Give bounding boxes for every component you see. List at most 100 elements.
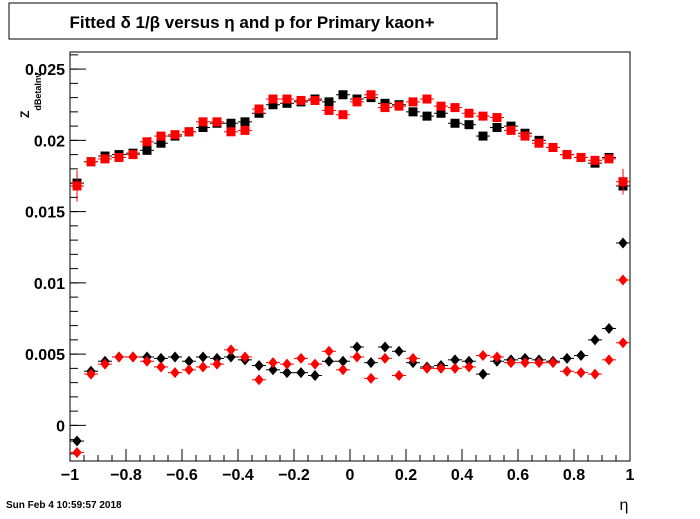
data-point: [366, 372, 376, 384]
x-tick-label: 0.8: [563, 467, 585, 484]
data-point: [450, 362, 460, 374]
y-tick-label: 0.025: [25, 62, 65, 79]
data-point: [422, 94, 432, 104]
data-point: [436, 101, 446, 111]
data-point: [72, 446, 82, 458]
data-point: [478, 131, 488, 141]
title-box: [8, 2, 498, 40]
data-point: [450, 354, 460, 366]
data-point: [86, 368, 96, 380]
y-tick-label: 0.015: [25, 205, 65, 222]
data-point: [338, 110, 348, 120]
data-point: [282, 367, 292, 379]
data-point: [212, 358, 222, 370]
data-point: [226, 127, 236, 137]
data-point: [324, 105, 334, 115]
data-point: [380, 103, 390, 113]
data-point: [534, 138, 544, 148]
data-point: [520, 131, 530, 141]
data-point: [394, 369, 404, 381]
data-point: [408, 352, 418, 364]
data-point: [184, 127, 194, 137]
data-point: [492, 113, 502, 123]
data-point: [366, 357, 376, 369]
data-point: [478, 368, 488, 380]
data-point: [408, 107, 418, 117]
data-point: [352, 341, 362, 353]
data-point: [548, 142, 558, 152]
data-point: [464, 120, 474, 130]
data-point: [394, 345, 404, 357]
axis-ticks: −1 −0.8 −0.6 −0.4 −0.2 0 0.2 0.4 0.6 0.8 1 0 0.005 0.…: [25, 54, 635, 484]
chart-title: Fitted δ 1/β versus η and p for Primary …: [69, 13, 434, 32]
data-point: [86, 157, 96, 167]
data-point: [520, 357, 530, 369]
data-point: [562, 352, 572, 364]
data-point: [492, 123, 502, 133]
data-point: [464, 108, 474, 118]
data-point: [548, 357, 558, 369]
data-point: [338, 90, 348, 100]
data-point: [170, 351, 180, 363]
data-point: [72, 435, 82, 447]
data-point: [128, 150, 138, 160]
data-point: [184, 364, 194, 376]
data-point: [394, 101, 404, 111]
data-point: [212, 352, 222, 364]
data-point: [254, 374, 264, 386]
data-point: [436, 362, 446, 374]
data-point: [492, 351, 502, 363]
data-point: [240, 351, 250, 363]
data-point: [464, 361, 474, 373]
y-tick-label: 0.01: [34, 276, 65, 293]
data-point: [156, 138, 166, 148]
data-point: [156, 131, 166, 141]
data-point: [170, 130, 180, 140]
data-point: [296, 352, 306, 364]
data-point: [114, 351, 124, 363]
data-point: [604, 154, 614, 164]
data-point: [268, 357, 278, 369]
data-point: [618, 237, 628, 249]
data-point: [310, 369, 320, 381]
data-point: [590, 155, 600, 165]
data-point: [198, 117, 208, 127]
data-point: [562, 150, 572, 160]
data-point: [226, 351, 236, 363]
x-tick-label: −1: [61, 467, 79, 484]
data-point: [226, 344, 236, 356]
data-point: [506, 357, 516, 369]
data-point: [590, 334, 600, 346]
data-point: [184, 355, 194, 367]
data-point: [618, 337, 628, 349]
data-point: [352, 97, 362, 107]
data-point: [422, 111, 432, 121]
data-point: [352, 351, 362, 363]
data-point: [170, 367, 180, 379]
data-point: [618, 177, 628, 187]
data-point: [604, 354, 614, 366]
data-point: [380, 341, 390, 353]
data-point: [156, 352, 166, 364]
data-point: [72, 181, 82, 191]
data-point: [590, 368, 600, 380]
data-point: [212, 117, 222, 127]
data-point: [198, 361, 208, 373]
data-point: [478, 111, 488, 121]
data-point: [380, 352, 390, 364]
data-point: [464, 355, 474, 367]
series-5: [616, 274, 630, 286]
data-point: [198, 123, 208, 133]
data-point: [338, 364, 348, 376]
x-tick-label: −0.2: [278, 467, 310, 484]
data-point: [128, 351, 138, 363]
data-point: [324, 355, 334, 367]
data-point: [422, 362, 432, 374]
y-axis-label-main: Z: [18, 111, 32, 118]
data-point: [450, 118, 460, 128]
data-point: [296, 95, 306, 105]
data-point: [142, 137, 152, 147]
data-point: [268, 100, 278, 110]
data-point: [114, 152, 124, 162]
